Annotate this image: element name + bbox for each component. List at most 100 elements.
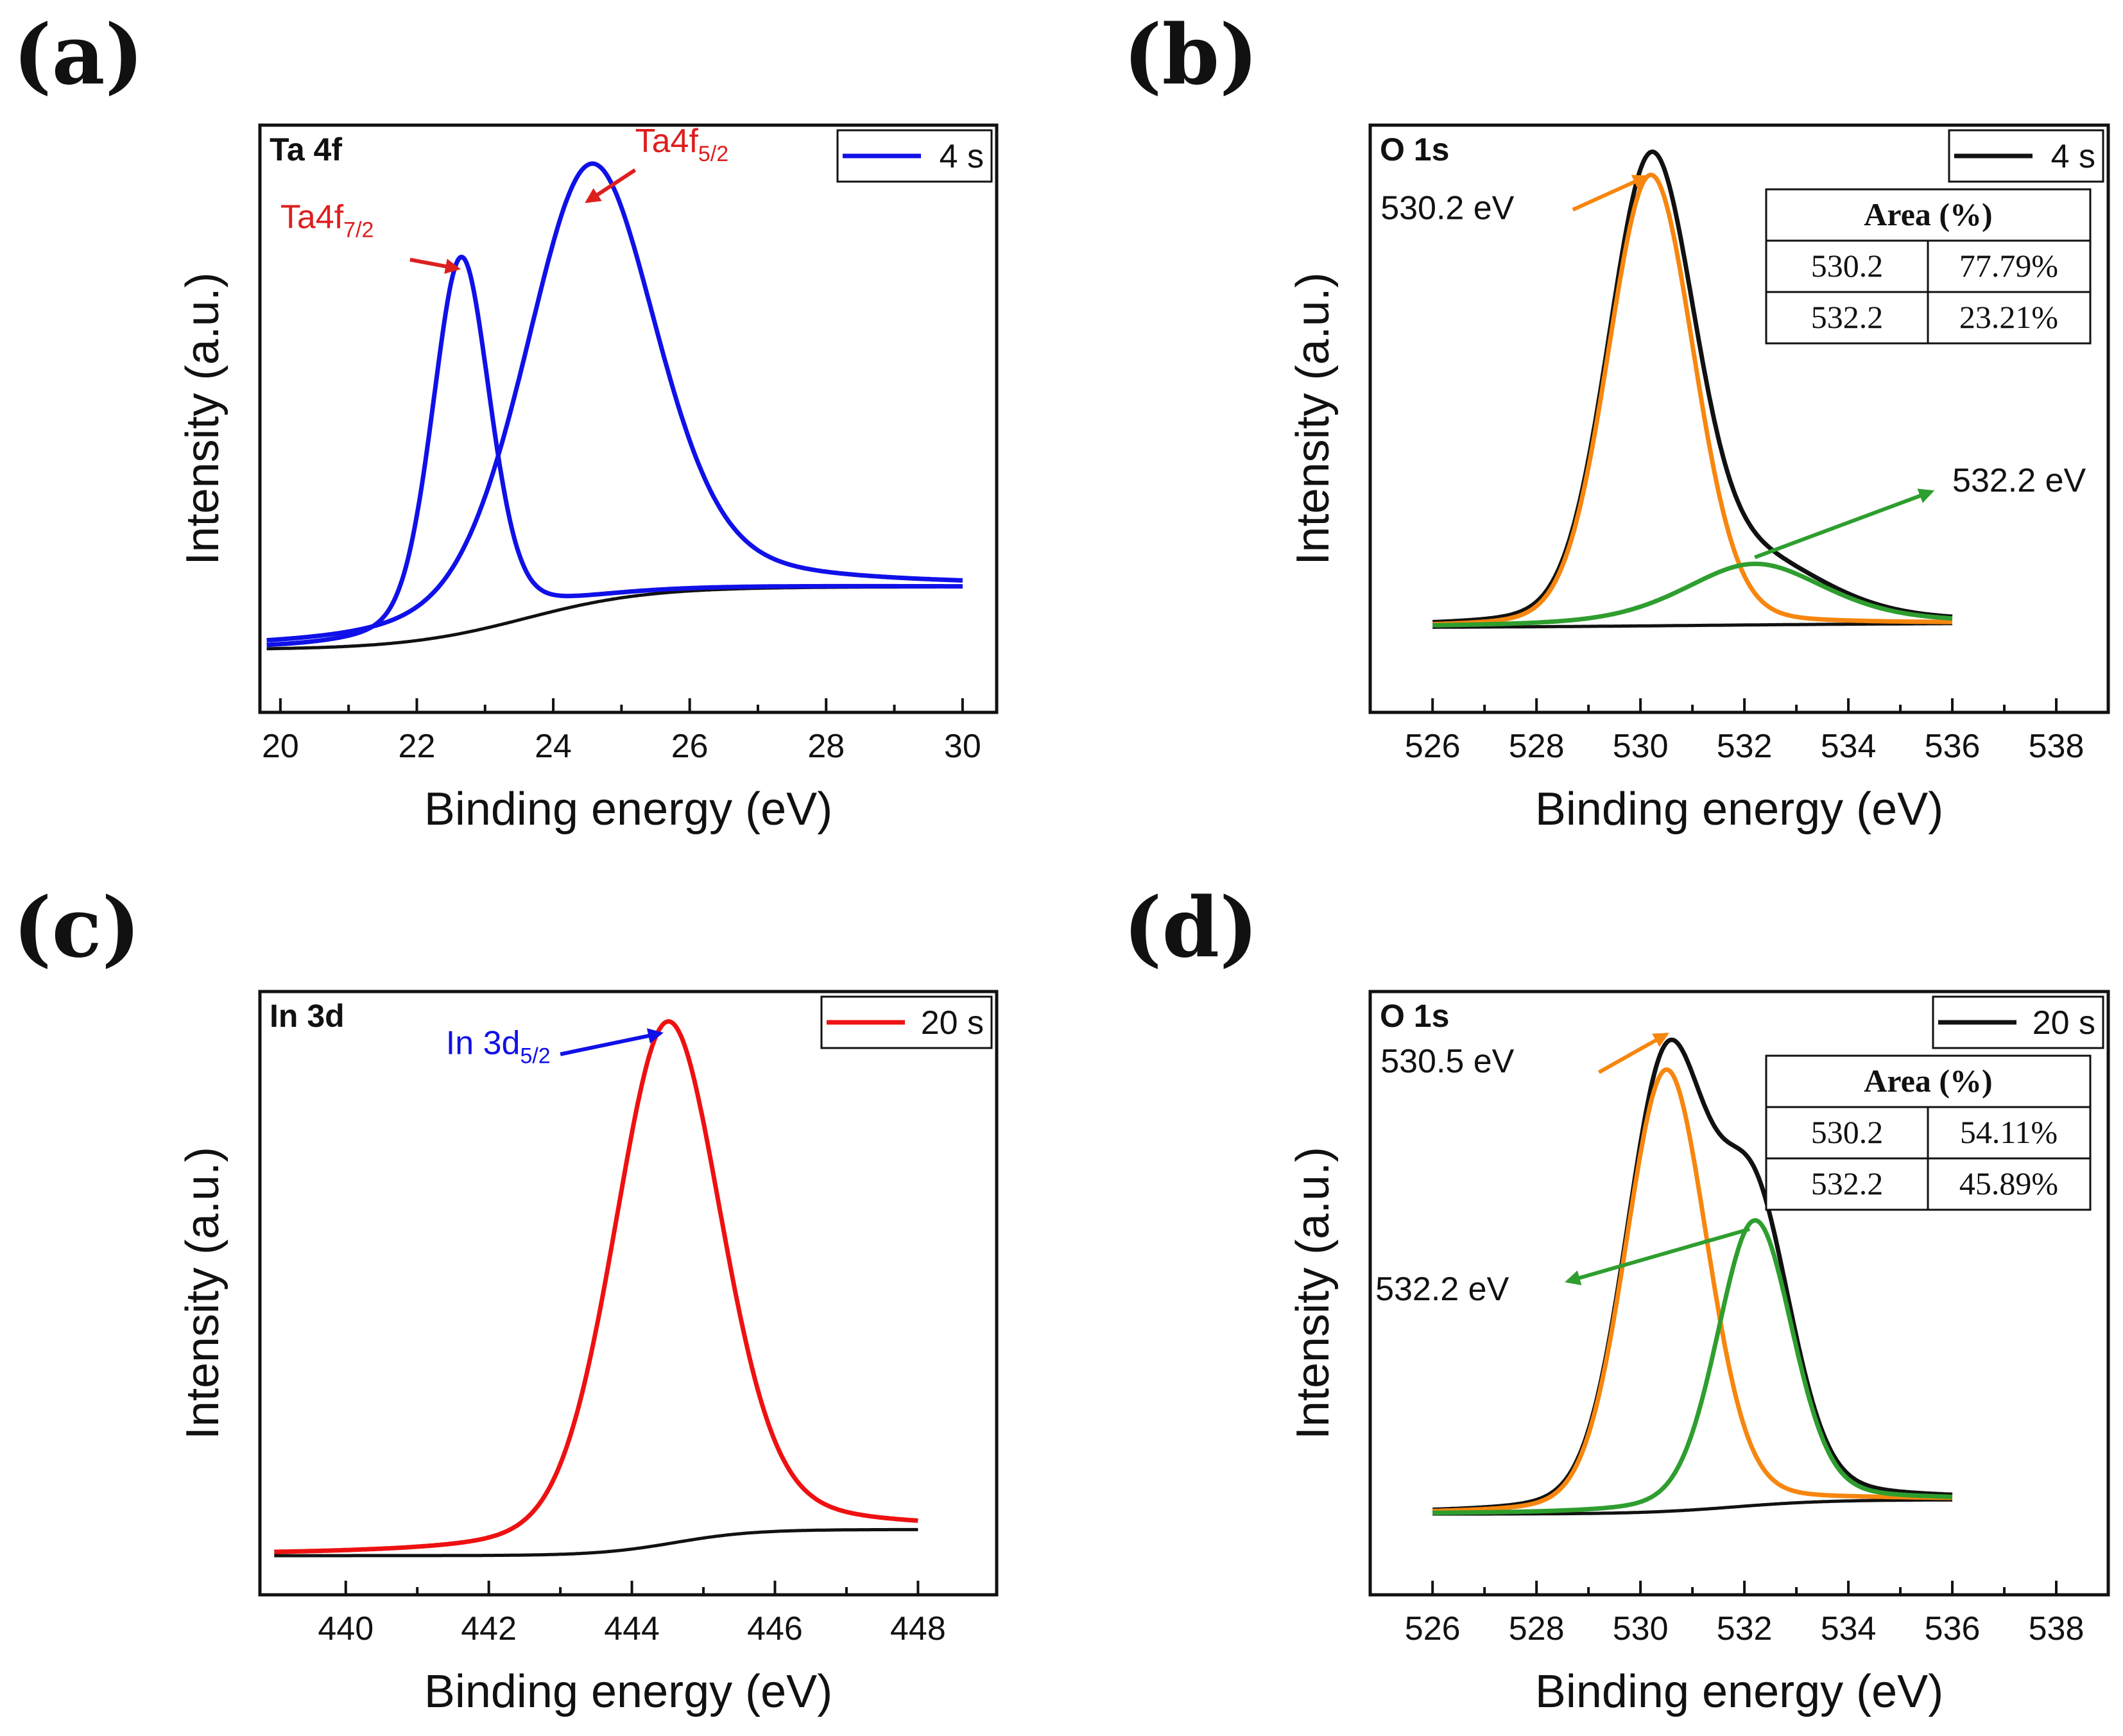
- annotation-subscript: 5/2: [520, 1044, 550, 1069]
- area-table: Area (%) 530.2 77.79% 532.2 23.21%: [1765, 188, 2092, 345]
- x-tick-label: 534: [1821, 1610, 1877, 1647]
- y-axis-title: Intensity (a.u.): [177, 272, 228, 565]
- annotation-main: Ta4f: [635, 123, 699, 160]
- table-cell-area: 23.21%: [1959, 299, 2058, 335]
- x-tick-label: 444: [604, 1610, 660, 1647]
- table-header: Area (%): [1864, 1063, 1992, 1099]
- panel-label: (b): [1123, 7, 1259, 103]
- panel-b: (b) 526 528 530 532 534 536 538 Binding energy (…: [1123, 7, 2110, 835]
- annotation-arrow: [560, 1028, 664, 1056]
- series-ta4f5-2: [266, 161, 963, 643]
- x-tick-label: 446: [747, 1610, 803, 1647]
- x-tick-label: 538: [2029, 1610, 2084, 1647]
- table-cell-energy: 532.2: [1811, 299, 1884, 335]
- annotation-arrow: [1572, 175, 1649, 212]
- series-532-2-ev-component: [1431, 562, 1954, 628]
- x-tick-label: 20: [262, 728, 299, 765]
- table-header: Area (%): [1864, 196, 1992, 232]
- x-axis-title: Binding energy (eV): [424, 784, 832, 835]
- table-cell-energy: 530.2: [1811, 1114, 1884, 1150]
- x-tick-label: 532: [1717, 728, 1773, 765]
- annotation-arrow: [409, 257, 461, 274]
- annotation-arrow: [1597, 1032, 1669, 1074]
- x-axis-title: Binding energy (eV): [1535, 1666, 1943, 1717]
- annotation-main: 530.5 eV: [1380, 1043, 1514, 1080]
- x-tick-label: 532: [1717, 1610, 1773, 1647]
- annotation-arrow: [585, 168, 637, 203]
- region-label: Ta 4f: [270, 132, 342, 168]
- y-axis-title: Intensity (a.u.): [1287, 272, 1339, 565]
- annotation-main: 530.2 eV: [1380, 189, 1514, 227]
- annotation-main: 532.2 eV: [1375, 1271, 1509, 1308]
- series-baseline: [274, 1527, 918, 1558]
- x-tick-label: 528: [1509, 728, 1565, 765]
- panel-label: (d): [1123, 880, 1259, 976]
- legend-label: 20 s: [921, 1004, 984, 1042]
- x-tick-label: 536: [1925, 1610, 1981, 1647]
- series-baseline: [266, 585, 963, 651]
- table-cell-area: 54.11%: [1960, 1114, 2058, 1150]
- panel-a: (a) 20 22 24 26 28 30 Binding energy (eV) Intens…: [13, 7, 999, 835]
- region-label: O 1s: [1380, 132, 1449, 168]
- x-tick-label: 530: [1613, 1610, 1669, 1647]
- annotation-text: 532.2 eV: [1952, 462, 2086, 499]
- series-envelope: [1431, 150, 1954, 624]
- series-530-2-ev-component: [1431, 172, 1954, 626]
- peak-annotation: Ta4f5/2: [585, 123, 729, 203]
- annotation-arrow: [1565, 1227, 1751, 1285]
- legend: 4 s: [1948, 129, 2104, 183]
- series-530-5-ev-component: [1431, 1067, 1954, 1513]
- peak-annotation: Ta4f7/2: [280, 199, 461, 274]
- x-tick-label: 536: [1925, 728, 1981, 765]
- legend: 20 s: [1932, 995, 2104, 1049]
- annotation-subscript: 7/2: [343, 218, 374, 243]
- x-tick-label: 26: [671, 728, 709, 765]
- annotation-arrow: [1754, 488, 1935, 560]
- plot-frame: [1368, 123, 2110, 714]
- x-tick-label: 448: [890, 1610, 946, 1647]
- annotation-text: Ta4f5/2: [635, 123, 729, 166]
- plot-frame: [258, 990, 999, 1597]
- annotation-text: 530.5 eV: [1380, 1043, 1514, 1080]
- annotation-main: 532.2 eV: [1952, 462, 2086, 499]
- annotation-subscript: 5/2: [698, 142, 728, 166]
- peak-annotation: 532.2 eV: [1375, 1227, 1751, 1308]
- series-baseline: [1432, 622, 1953, 629]
- peak-annotation: 530.5 eV: [1380, 1032, 1669, 1080]
- x-axis-title: Binding energy (eV): [424, 1666, 832, 1717]
- y-axis-title: Intensity (a.u.): [177, 1147, 228, 1440]
- x-tick-label: 530: [1613, 728, 1669, 765]
- panel-d: (d) 526 528 530 532 534 536 538 Binding energy (…: [1123, 880, 2110, 1717]
- x-tick-label: 24: [535, 728, 572, 765]
- series-in-3d5-2: [273, 1019, 919, 1554]
- annotation-text: 532.2 eV: [1375, 1271, 1509, 1308]
- legend-label: 20 s: [2033, 1004, 2095, 1042]
- annotation-main: Ta4f: [280, 199, 344, 236]
- x-tick-label: 526: [1405, 728, 1461, 765]
- table-cell-area: 45.89%: [1959, 1165, 2058, 1201]
- x-tick-label: 538: [2029, 728, 2084, 765]
- x-tick-label: 30: [944, 728, 981, 765]
- legend-label: 4 s: [2051, 138, 2095, 175]
- x-tick-label: 528: [1509, 1610, 1565, 1647]
- legend-box: [1932, 995, 2104, 1049]
- table-cell-energy: 532.2: [1811, 1165, 1884, 1201]
- series-532-2-ev-component: [1431, 1218, 1954, 1515]
- panel-label: (c): [13, 880, 141, 976]
- peak-annotation: 530.2 eV: [1380, 175, 1649, 227]
- area-table: Area (%) 530.2 54.11% 532.2 45.89%: [1765, 1054, 2092, 1211]
- region-label: In 3d: [270, 998, 345, 1034]
- region-label: O 1s: [1380, 998, 1449, 1034]
- table-cell-area: 77.79%: [1959, 248, 2058, 284]
- x-tick-label: 534: [1821, 728, 1877, 765]
- panel-c: (c) 440 442 444 446 448 Binding energy (eV) Int…: [13, 880, 999, 1717]
- legend: 20 s: [820, 995, 993, 1049]
- annotation-text: 530.2 eV: [1380, 189, 1514, 227]
- annotation-main: In 3d: [446, 1025, 520, 1062]
- plot-frame: [258, 123, 999, 714]
- peak-annotation: 532.2 eV: [1754, 462, 2086, 560]
- table-cell-energy: 530.2: [1811, 248, 1884, 284]
- x-axis-title: Binding energy (eV): [1535, 784, 1943, 835]
- y-axis-title: Intensity (a.u.): [1287, 1147, 1339, 1440]
